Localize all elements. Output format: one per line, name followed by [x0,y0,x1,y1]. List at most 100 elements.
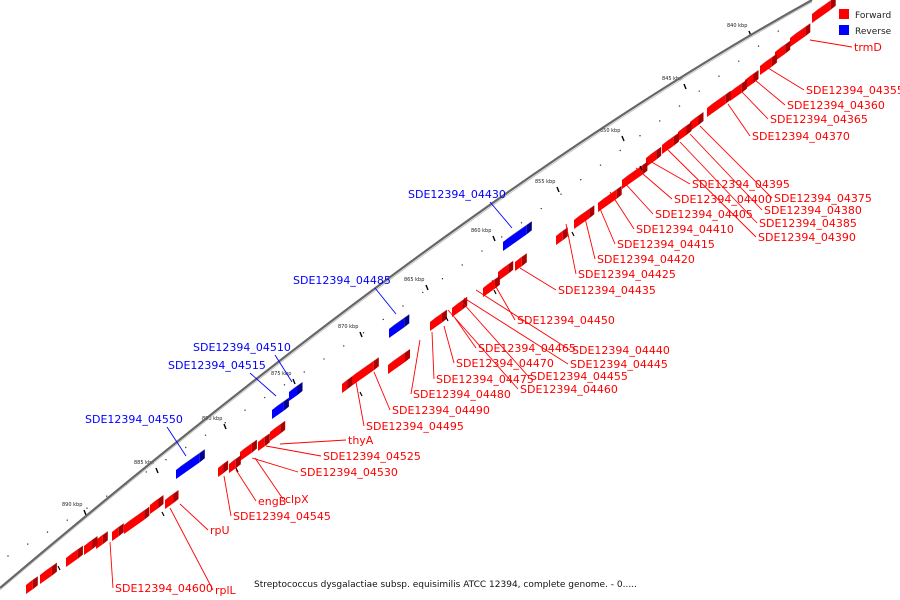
scale-minor-dot [698,90,700,92]
gene-top [40,562,57,575]
forward-gene [96,531,108,549]
legend-reverse-label: Reverse [855,27,892,37]
scale-tick-mark [425,284,429,291]
forward-leader-line [597,203,616,245]
scale-tick-label: 865 kbp [404,277,424,283]
forward-gene-label: SDE12394_04450 [517,314,615,327]
forward-leader-line [767,67,805,91]
forward-leader-line [254,457,284,500]
forward-leader-line [809,39,853,48]
forward-gene-label: SDE12394_04405 [655,208,753,221]
forward-gene-label: SDE12394_04355 [806,84,900,97]
scale-minor-dot [204,434,207,436]
scale-minor-dot [382,318,384,321]
forward-gene-label: rpU [210,524,230,537]
forward-leader-line [565,223,577,275]
scale-tick-label: 885 kbp [134,460,154,466]
gene-side [280,420,286,434]
feature-marker [359,391,363,397]
forward-gene [622,161,648,189]
scale-tick-mark [359,331,363,338]
scale-minor-dot [402,305,404,307]
scale-minor-dot [441,278,444,280]
legend-reverse-swatch [839,25,849,35]
gene-side [698,112,704,125]
gene-top [289,382,303,392]
gene-side [32,576,38,590]
forward-leader-line [454,317,477,349]
scale-minor-dot [580,179,582,181]
gene-side [785,40,791,54]
gene-top [229,455,241,464]
gene-face [26,580,33,594]
gene-face [66,549,78,567]
legend: Forward Reverse [839,9,892,37]
gene-side [373,357,379,371]
scale-minor-dot [540,207,542,210]
gene-face [662,136,674,154]
forward-gene [165,490,179,509]
scale-minor-dot [185,446,187,449]
forward-leader-line [583,213,596,260]
scale-minor-dot [777,30,779,32]
forward-gene-label: SDE12394_04455 [530,370,628,383]
gene-face [218,464,224,477]
forward-gene-label: engB [258,495,286,508]
forward-gene [342,376,353,393]
forward-gene [515,253,527,271]
scale-tick-label: 840 kbp [727,23,747,29]
forward-gene [270,420,286,441]
gene-face [350,361,374,387]
gene-face [229,459,236,473]
scale-minor-dot [422,291,424,294]
scale-tick-mark [83,509,87,516]
scale-tick-label: 855 kbp [535,179,555,185]
forward-leader-line [447,309,519,390]
gene-side [297,382,303,395]
gene-side [830,0,836,10]
forward-leader-line [727,103,751,137]
gene-face [452,300,463,317]
forward-gene-label: clpX [285,493,309,506]
gene-top [389,314,410,329]
forward-leader-line [355,381,365,427]
feature-marker [445,316,449,322]
gene-face [690,116,699,131]
forward-gene [662,132,679,154]
forward-leader-line [621,179,654,215]
gene-top [430,309,447,322]
gene-labels: trmD SDE12394_04355 SDE12394_04360 SDE12394… [85,41,900,597]
reverse-gene [289,382,303,401]
forward-leader-line [179,503,209,531]
scale-minor-dot [46,531,49,533]
forward-gene [812,0,836,24]
gene-top [240,439,257,452]
forward-gene-label: trmD [854,41,882,54]
scale-tick-mark [621,135,625,142]
forward-gene-label: SDE12394_04375 [774,192,872,205]
gene-side [264,433,270,447]
reverse-gene-label: SDE12394_04510 [193,341,291,354]
scale-minor-dot [27,543,29,545]
forward-gene [678,122,692,141]
forward-leader-line [491,279,516,321]
gene-top [790,23,811,38]
forward-gene-label: SDE12394_04360 [787,99,885,112]
scale-minor-dot [639,135,641,137]
forward-gene-label: SDE12394_04600 [115,582,213,595]
gene-side [673,132,679,146]
forward-gene-label: SDE12394_04495 [366,420,464,433]
gene-face [556,231,563,245]
forward-gene [218,460,229,477]
scale-minor-dot [738,60,740,62]
gene-face [342,380,348,393]
forward-gene-label: SDE12394_04480 [413,388,511,401]
scale-minor-dot [145,471,147,473]
scale-minor-dot [264,396,266,399]
feature-marker [639,165,643,171]
scale-minor-dot [343,345,345,347]
gene-face [574,209,590,229]
forward-gene-label: thyA [348,434,374,447]
gene-side [753,70,759,83]
gene-side [494,275,500,289]
